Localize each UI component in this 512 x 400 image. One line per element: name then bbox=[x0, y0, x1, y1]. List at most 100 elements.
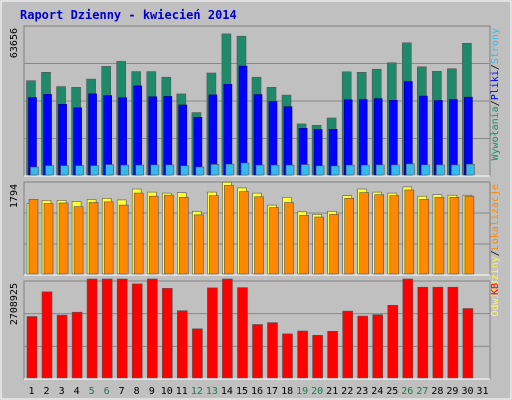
bar-lokalizacje-day-29 bbox=[449, 197, 460, 275]
bar-strony-day-29 bbox=[451, 164, 460, 176]
bar-strony-day-6 bbox=[105, 164, 114, 176]
bar-strony-day-8 bbox=[135, 164, 144, 176]
bar-strony-day-9 bbox=[150, 164, 160, 176]
panel-bottom: 2708925 bbox=[9, 278, 491, 380]
bar-kb-day-22 bbox=[342, 310, 354, 379]
legend-bottom: KB bbox=[490, 283, 501, 295]
legend-entry-2: Pliki bbox=[490, 70, 501, 100]
bar-pliki-day-27 bbox=[418, 95, 428, 176]
bar-pliki-day-7 bbox=[118, 97, 127, 176]
bar-lokalizacje-day-4 bbox=[73, 206, 84, 275]
bar-kb-day-28 bbox=[432, 286, 444, 379]
bar-kb-day-20 bbox=[312, 334, 323, 379]
bar-lokalizacje-day-5 bbox=[88, 202, 99, 275]
bar-kb-day-21 bbox=[327, 330, 338, 379]
bar-lokalizacje-day-9 bbox=[149, 195, 159, 275]
bar-lokalizacje-day-21 bbox=[329, 214, 339, 275]
x-label-day-25: 25 bbox=[386, 386, 398, 397]
bar-strony-day-7 bbox=[120, 164, 129, 176]
bar-lokalizacje-day-15 bbox=[239, 191, 249, 275]
legend-middle: Odwiedziny/Lokalizacje bbox=[490, 184, 501, 316]
bar-strony-day-3 bbox=[60, 165, 69, 176]
x-label-day-6: 6 bbox=[104, 386, 110, 397]
legend-entry-0: Wywołania bbox=[490, 106, 501, 160]
x-label-day-17: 17 bbox=[266, 386, 278, 397]
x-label-day-20: 20 bbox=[311, 386, 323, 397]
bar-pliki-day-28 bbox=[434, 100, 443, 176]
x-label-day-9: 9 bbox=[149, 386, 155, 397]
bar-lokalizacje-day-14 bbox=[224, 185, 234, 275]
panel-middle: 1794 bbox=[9, 181, 491, 276]
bar-pliki-day-10 bbox=[163, 96, 173, 176]
bar-lokalizacje-day-27 bbox=[419, 199, 430, 275]
chart-legends: Wywołania/Pliki/Strony Odwiedziny/Lokaliz… bbox=[490, 28, 501, 316]
bar-kb-day-27 bbox=[417, 286, 429, 379]
bar-kb-day-29 bbox=[447, 286, 459, 379]
x-label-day-7: 7 bbox=[119, 386, 125, 397]
bar-strony-day-10 bbox=[165, 164, 175, 176]
bar-strony-day-21 bbox=[330, 165, 340, 176]
bar-kb-day-7 bbox=[116, 278, 128, 379]
x-label-day-1: 1 bbox=[28, 386, 34, 397]
bar-pliki-day-15 bbox=[238, 65, 248, 176]
bar-kb-day-15 bbox=[237, 287, 248, 379]
legend-entry-1: / bbox=[490, 100, 501, 106]
bar-pliki-day-9 bbox=[148, 96, 158, 176]
chart-panels: 63656 1794 2708925 bbox=[9, 25, 491, 380]
chart-title: Raport Dzienny - kwiecień 2014 bbox=[20, 8, 237, 22]
bar-kb-day-10 bbox=[162, 287, 173, 379]
bar-lokalizacje-day-30 bbox=[464, 195, 475, 275]
bar-lokalizacje-day-2 bbox=[43, 203, 54, 275]
x-label-day-2: 2 bbox=[43, 386, 49, 397]
legend-entry-2: Lokalizacje bbox=[490, 184, 501, 250]
bar-pliki-day-17 bbox=[268, 101, 278, 176]
bar-strony-day-5 bbox=[90, 165, 99, 176]
bar-strony-day-12 bbox=[195, 166, 205, 176]
legend-top: Wywołania/Pliki/Strony bbox=[490, 28, 501, 160]
x-label-day-19: 19 bbox=[296, 386, 308, 397]
bar-pliki-day-11 bbox=[178, 104, 188, 176]
bar-kb-day-26 bbox=[402, 278, 414, 379]
bar-kb-day-30 bbox=[462, 308, 474, 379]
x-label-day-22: 22 bbox=[341, 386, 353, 397]
x-label-day-26: 26 bbox=[401, 386, 413, 397]
bar-kb-day-11 bbox=[177, 310, 188, 379]
bar-strony-day-11 bbox=[180, 165, 190, 176]
bar-pliki-day-8 bbox=[133, 85, 142, 176]
legend-entry-0: KB bbox=[490, 283, 501, 295]
bar-kb-day-2 bbox=[41, 291, 53, 379]
bar-kb-day-18 bbox=[282, 333, 293, 379]
bar-strony-day-30 bbox=[466, 163, 475, 176]
bar-strony-day-23 bbox=[360, 164, 370, 176]
bar-pliki-day-26 bbox=[403, 81, 413, 176]
y-max-label: 2708925 bbox=[9, 283, 20, 325]
bar-pliki-day-25 bbox=[388, 100, 398, 176]
bar-lokalizacje-day-19 bbox=[299, 215, 309, 275]
x-label-day-28: 28 bbox=[431, 386, 443, 397]
bar-lokalizacje-day-12 bbox=[194, 214, 204, 275]
bar-strony-day-22 bbox=[345, 164, 355, 176]
bar-lokalizacje-day-18 bbox=[284, 202, 294, 275]
x-label-day-3: 3 bbox=[59, 386, 65, 397]
bar-pliki-day-18 bbox=[283, 106, 293, 176]
bar-kb-day-17 bbox=[267, 322, 278, 379]
bar-pliki-day-6 bbox=[103, 95, 112, 176]
bar-pliki-day-29 bbox=[449, 99, 458, 176]
bar-strony-day-17 bbox=[270, 164, 280, 176]
x-label-day-8: 8 bbox=[134, 386, 140, 397]
x-label-day-29: 29 bbox=[446, 386, 458, 397]
x-label-day-14: 14 bbox=[221, 386, 233, 397]
bar-lokalizacje-day-24 bbox=[374, 194, 385, 275]
bar-strony-day-15 bbox=[240, 162, 250, 176]
bar-pliki-day-2 bbox=[43, 94, 52, 176]
bar-pliki-day-30 bbox=[464, 96, 473, 176]
bar-pliki-day-3 bbox=[58, 104, 67, 176]
bar-lokalizacje-day-20 bbox=[314, 216, 324, 275]
bar-lokalizacje-day-26 bbox=[404, 189, 415, 275]
bar-lokalizacje-day-28 bbox=[434, 197, 445, 275]
panel-top: 63656 bbox=[9, 25, 491, 177]
bar-strony-day-4 bbox=[75, 165, 84, 176]
bar-pliki-day-14 bbox=[223, 84, 233, 176]
legend-text: Wywołania/Pliki/Strony bbox=[490, 28, 501, 160]
